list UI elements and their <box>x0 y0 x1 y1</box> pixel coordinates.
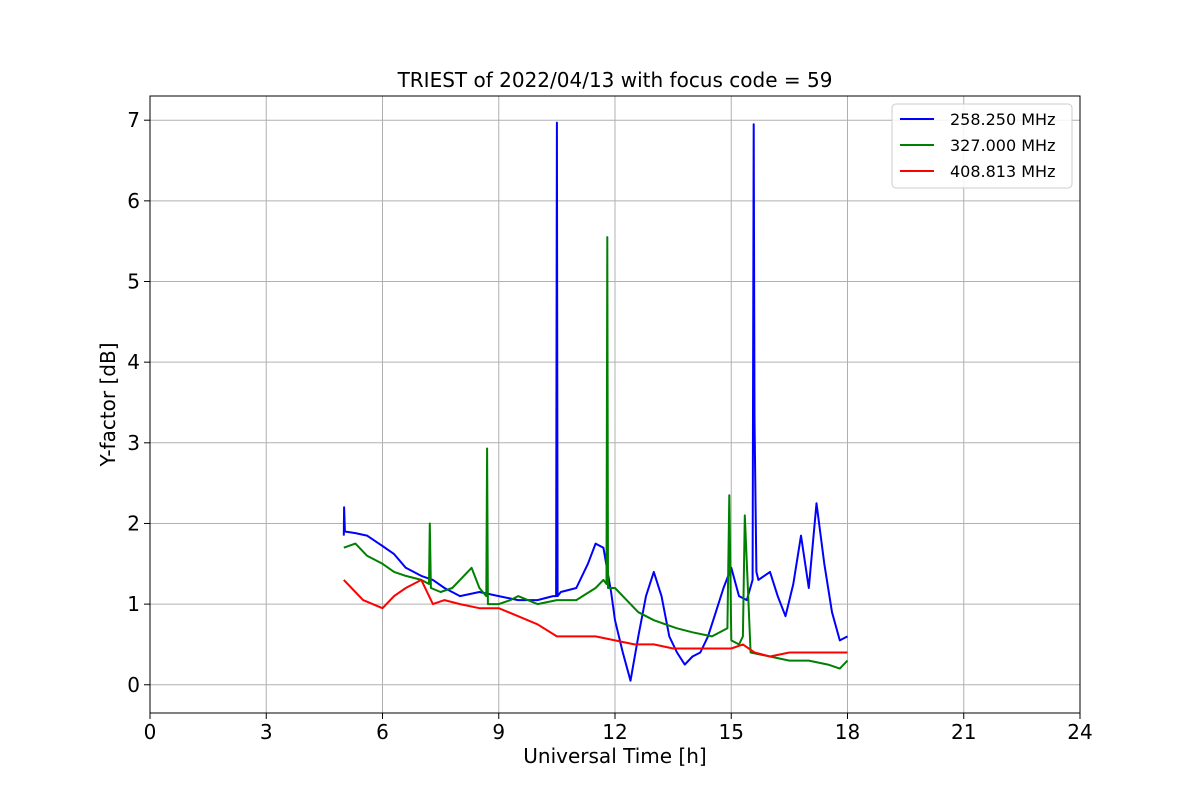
x-tick-label: 3 <box>260 720 273 744</box>
legend-label-3: 408.813 MHz <box>950 162 1055 181</box>
x-tick-label: 6 <box>376 720 389 744</box>
chart-title: TRIEST of 2022/04/13 with focus code = 5… <box>397 68 833 92</box>
x-tick-label: 9 <box>492 720 505 744</box>
legend-label-2: 327.000 MHz <box>950 136 1055 155</box>
series-lines <box>342 121 849 682</box>
y-tick-label: 7 <box>127 108 140 132</box>
series-line-1 <box>342 121 848 682</box>
x-tick-label: 15 <box>719 720 744 744</box>
x-tick-label: 21 <box>951 720 976 744</box>
y-tick-label: 2 <box>127 511 140 535</box>
legend: 258.250 MHz 327.000 MHz 408.813 MHz <box>891 103 1073 189</box>
y-tick-label: 3 <box>127 431 140 455</box>
y-tick-label: 0 <box>127 673 140 697</box>
legend-box <box>891 103 1073 189</box>
x-tick-label: 24 <box>1067 720 1092 744</box>
x-tick-label: 18 <box>835 720 860 744</box>
legend-label-1: 258.250 MHz <box>950 110 1055 129</box>
x-tick-label: 12 <box>602 720 627 744</box>
y-tick-label: 5 <box>127 270 140 294</box>
y-tick-label: 6 <box>127 189 140 213</box>
x-tick-label: 0 <box>144 720 157 744</box>
x-axis-label: Universal Time [h] <box>523 744 706 768</box>
series-line-2 <box>343 236 849 670</box>
y-tick-label: 4 <box>127 350 140 374</box>
series-line-3 <box>343 578 848 658</box>
y-axis-label: Y-factor [dB] <box>96 342 120 467</box>
y-tick-label: 1 <box>127 592 140 616</box>
